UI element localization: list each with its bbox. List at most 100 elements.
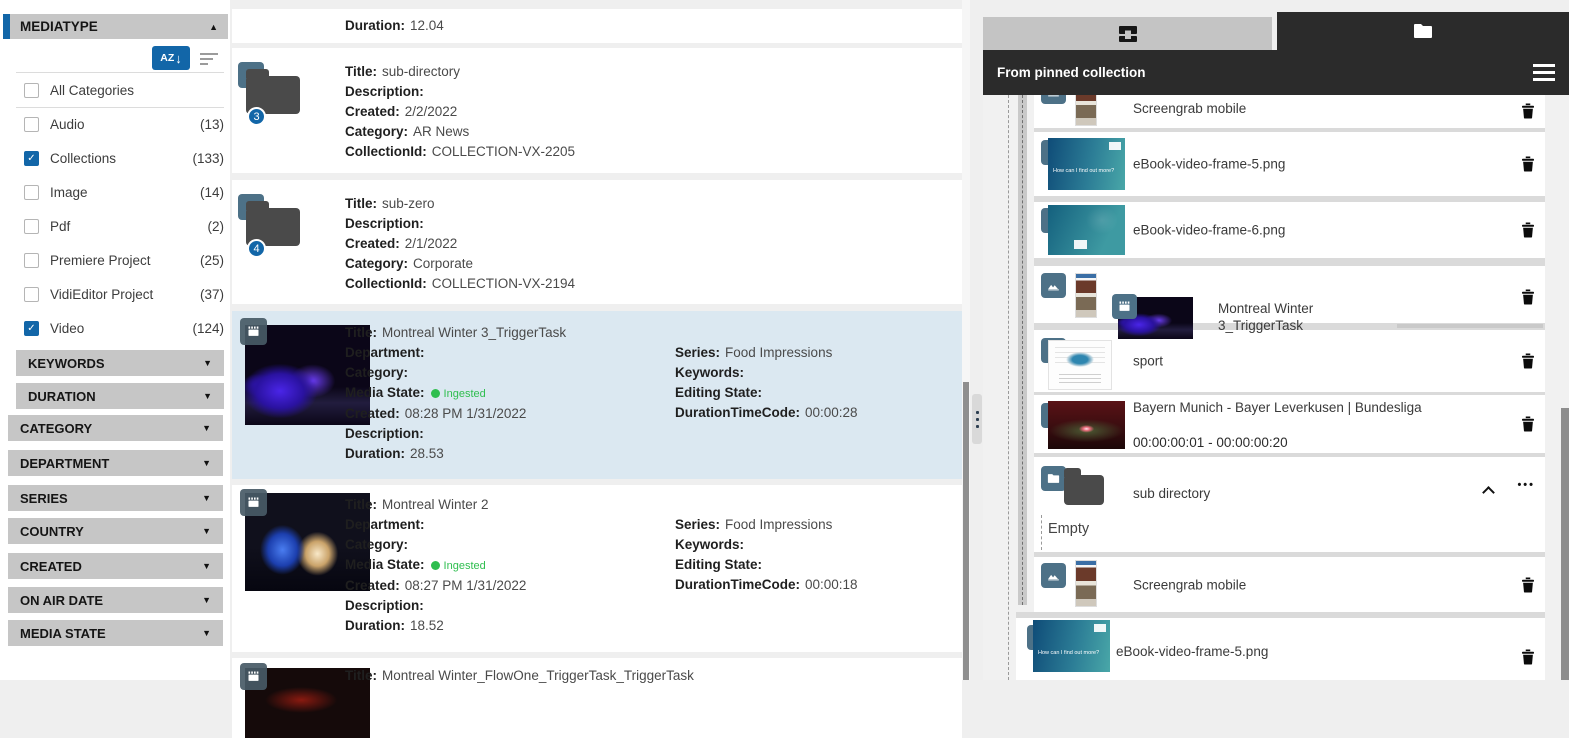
result-card-collection-sub-directory[interactable]: 3 Title: sub-directory Description: Creat…	[232, 48, 962, 173]
panel-resize-handle[interactable]	[972, 394, 982, 444]
chevron-down-icon: ▼	[202, 458, 211, 468]
filter-option-vidieditor-project[interactable]: VidiEditor Project (37)	[24, 277, 224, 311]
chevron-down-icon: ▼	[202, 423, 211, 433]
delete-icon[interactable]	[1519, 219, 1537, 241]
drop-position-indicator	[1397, 324, 1543, 328]
item-thumbnail	[1075, 273, 1097, 318]
panel-category[interactable]: CATEGORY ▼	[8, 415, 223, 441]
tree-guide-line	[1008, 95, 1009, 680]
drag-ghost-label: Montreal Winter 3_TriggerTask	[1218, 301, 1314, 333]
media-state-value: Ingested	[443, 560, 486, 572]
pinned-item-screengrab-mobile[interactable]: Screengrab mobile	[1034, 95, 1545, 128]
panel-created[interactable]: CREATED ▼	[8, 553, 223, 579]
image-type-icon	[1041, 563, 1066, 588]
pinned-item-screengrab-mobile[interactable]: Screengrab mobile	[1034, 557, 1545, 612]
filter-option-collections[interactable]: ✓ Collections (133)	[24, 141, 224, 175]
panel-media-state[interactable]: MEDIA STATE ▼	[8, 620, 223, 646]
checkbox-checked[interactable]: ✓	[24, 150, 39, 166]
panel-on-air-date[interactable]: ON AIR DATE ▼	[8, 587, 223, 613]
checkbox[interactable]	[24, 116, 39, 132]
delete-icon[interactable]	[1519, 286, 1537, 308]
video-type-icon	[1112, 294, 1137, 319]
delete-icon[interactable]	[1519, 574, 1537, 596]
sort-az-button[interactable]: AZ ↓	[152, 46, 190, 70]
item-count-badge: 4	[247, 239, 266, 258]
video-type-icon	[240, 663, 267, 690]
checkbox[interactable]	[24, 82, 39, 98]
pinned-panel-header: From pinned collection	[983, 50, 1569, 95]
folder-icon	[1064, 468, 1104, 505]
pinned-item-ebook-frame-6[interactable]: eBook-video-frame-6.png	[1034, 202, 1545, 258]
item-thumbnail	[1075, 560, 1097, 607]
pinned-scrollbar-track[interactable]	[1560, 95, 1569, 680]
checkbox[interactable]	[24, 218, 39, 234]
result-card-partial-top[interactable]: Duration: 12.04	[232, 9, 962, 43]
chevron-down-icon: ▼	[202, 493, 211, 503]
pinned-collection-panel: From pinned collection Screengrab mobile…	[983, 0, 1569, 680]
result-card-collection-sub-zero[interactable]: 4 Title: sub-zero Description: Created: 2/…	[232, 180, 962, 304]
video-type-icon	[240, 318, 267, 345]
image-type-icon	[1041, 273, 1066, 298]
ingested-status-dot	[430, 389, 440, 398]
drop-target-bar	[1018, 95, 1027, 605]
tab-collection-bin[interactable]	[983, 17, 1272, 50]
divider	[16, 107, 224, 108]
bin-tray-icon	[1118, 25, 1137, 42]
more-options-icon[interactable]: •••	[1517, 479, 1535, 491]
checkbox[interactable]	[24, 286, 39, 302]
divider	[16, 72, 224, 73]
checkbox[interactable]	[24, 184, 39, 200]
mediatype-panel-header[interactable]: MEDIATYPE ▲	[10, 14, 228, 39]
filter-option-image[interactable]: Image (14)	[24, 175, 224, 209]
media-state-value: Ingested	[443, 388, 486, 400]
delete-icon[interactable]	[1519, 646, 1537, 668]
filter-option-all-categories[interactable]: All Categories	[24, 73, 224, 107]
filter-option-premiere-project[interactable]: Premiere Project (25)	[24, 243, 224, 277]
search-results-list: Duration: 12.04 3 Title: sub-directory Des…	[232, 0, 962, 738]
results-scrollbar-track[interactable]	[962, 0, 970, 680]
pinned-item-sport[interactable]: sport	[1034, 330, 1545, 392]
empty-folder-label: Empty	[1048, 521, 1090, 537]
pinned-item-ebook-frame-5[interactable]: How can I find out more? eBook-video-fra…	[1016, 618, 1545, 680]
delete-icon[interactable]	[1519, 100, 1537, 122]
delete-icon[interactable]	[1519, 350, 1537, 372]
pinned-item-bayern-munich[interactable]: Bayern Munich - Bayer Leverkusen | Bunde…	[1034, 395, 1545, 453]
chevron-down-icon: ▼	[202, 561, 211, 571]
sort-order-icon[interactable]	[200, 53, 218, 68]
result-card-video-selected[interactable]: Title: Montreal Winter 3_TriggerTask Depa…	[232, 311, 962, 479]
filter-option-audio[interactable]: Audio (13)	[24, 107, 224, 141]
pinned-scrollbar-thumb[interactable]	[1561, 408, 1569, 680]
filter-option-video[interactable]: ✓ Video (124)	[24, 311, 224, 345]
item-thumbnail	[1075, 95, 1097, 126]
panel-country[interactable]: COUNTRY ▼	[8, 518, 223, 544]
panel-department[interactable]: DEPARTMENT ▼	[8, 450, 223, 476]
panel-series[interactable]: SERIES ▼	[8, 485, 223, 511]
checkbox[interactable]	[24, 252, 39, 268]
folder-icon	[246, 69, 300, 114]
panel-title: From pinned collection	[997, 65, 1146, 80]
image-type-icon	[1041, 95, 1066, 104]
filter-sidebar: MEDIATYPE ▲ AZ ↓ All Categories Audio (1…	[0, 0, 230, 680]
item-thumbnail	[1048, 205, 1125, 255]
clip-timecode: 00:00:00:01 - 00:00:00:20	[1133, 435, 1288, 450]
pinned-item-sub-directory[interactable]: sub directory ••• Empty	[1034, 457, 1545, 552]
panel-keywords[interactable]: KEYWORDS ▼	[16, 350, 224, 376]
delete-icon[interactable]	[1519, 413, 1537, 435]
result-card-partial-bottom[interactable]: Title: Montreal Winter_FlowOne_TriggerTas…	[232, 658, 962, 738]
item-thumbnail: How can I find out more?	[1033, 620, 1110, 672]
drag-ghost-montreal-winter[interactable]: Montreal Winter 3_TriggerTask	[1112, 294, 1424, 342]
item-thumbnail	[1048, 401, 1125, 449]
collapse-folder-icon[interactable]	[1482, 486, 1495, 499]
tab-pinned-collection[interactable]	[1277, 12, 1569, 50]
video-type-icon	[240, 489, 267, 516]
panel-duration[interactable]: DURATION ▼	[16, 383, 224, 409]
chevron-down-icon: ▼	[202, 595, 211, 605]
hamburger-menu-icon[interactable]	[1533, 60, 1555, 85]
mediatype-title: MEDIATYPE	[20, 19, 98, 34]
delete-icon[interactable]	[1519, 153, 1537, 175]
pinned-item-ebook-frame-5[interactable]: How can I find out more? eBook-video-fra…	[1034, 132, 1545, 196]
filter-option-pdf[interactable]: Pdf (2)	[24, 209, 224, 243]
result-card-video[interactable]: Title: Montreal Winter 2 Department: Cate…	[232, 485, 962, 652]
results-scrollbar-thumb[interactable]	[963, 382, 969, 680]
checkbox-checked[interactable]: ✓	[24, 320, 39, 336]
